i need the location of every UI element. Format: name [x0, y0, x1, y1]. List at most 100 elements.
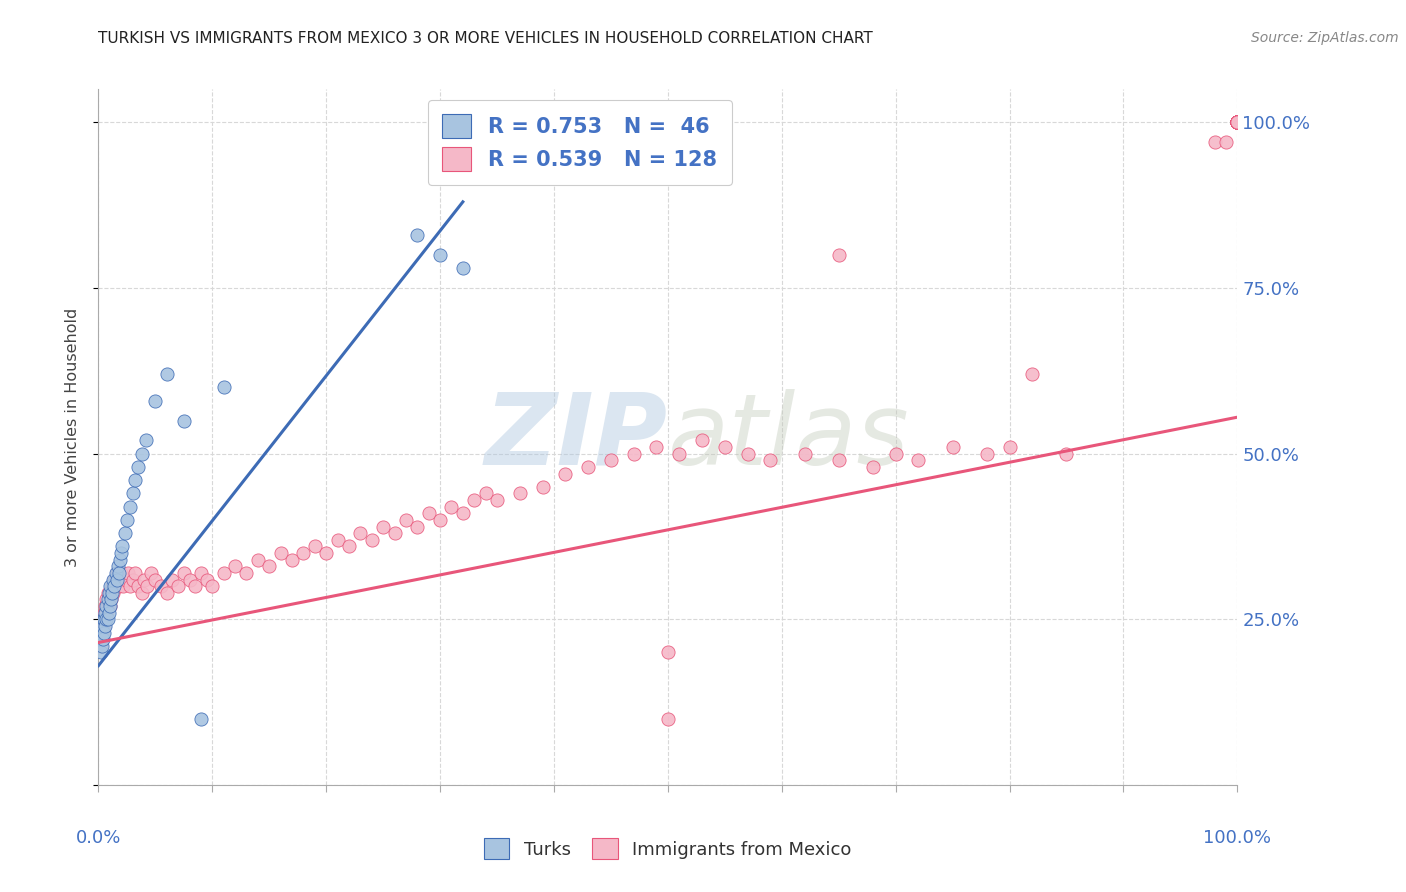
Point [1226, 115, 1249, 129]
Point [1226, 115, 1249, 129]
Point [668, 447, 690, 461]
Point [451, 506, 474, 520]
Point [1226, 115, 1249, 129]
Point [474, 486, 496, 500]
Point [115, 513, 138, 527]
Point [759, 453, 782, 467]
Point [93, 619, 115, 633]
Point [1226, 115, 1249, 129]
Point [91, 632, 114, 647]
Point [190, 566, 212, 580]
Point [690, 434, 713, 448]
Text: atlas: atlas [668, 389, 910, 485]
Point [235, 566, 257, 580]
Point [1226, 115, 1249, 129]
Point [105, 573, 128, 587]
Y-axis label: 3 or more Vehicles in Household: 3 or more Vehicles in Household [65, 308, 80, 566]
Point [145, 393, 167, 408]
Point [942, 440, 965, 454]
Point [418, 506, 440, 520]
Point [1226, 115, 1249, 129]
Point [120, 500, 142, 514]
Point [224, 559, 246, 574]
Point [97, 586, 120, 600]
Point [645, 440, 668, 454]
Point [184, 579, 207, 593]
Text: 100.0%: 100.0% [1204, 830, 1271, 847]
Point [124, 473, 146, 487]
Point [124, 566, 146, 580]
Point [1226, 115, 1249, 129]
Point [1226, 115, 1249, 129]
Point [1226, 115, 1249, 129]
Point [98, 579, 121, 593]
Point [315, 546, 337, 560]
Point [97, 592, 120, 607]
Point [162, 573, 184, 587]
Point [112, 579, 135, 593]
Point [828, 453, 851, 467]
Point [117, 566, 139, 580]
Text: TURKISH VS IMMIGRANTS FROM MEXICO 3 OR MORE VEHICLES IN HOUSEHOLD CORRELATION CH: TURKISH VS IMMIGRANTS FROM MEXICO 3 OR M… [98, 31, 873, 46]
Point [121, 486, 143, 500]
Point [429, 248, 451, 262]
Point [136, 579, 159, 593]
Point [111, 540, 134, 554]
Point [1226, 115, 1249, 129]
Point [98, 586, 121, 600]
Point [107, 559, 129, 574]
Point [91, 612, 114, 626]
Point [884, 447, 907, 461]
Point [132, 573, 155, 587]
Point [104, 566, 127, 580]
Point [212, 566, 235, 580]
Point [131, 586, 153, 600]
Point [93, 625, 115, 640]
Point [1226, 115, 1249, 129]
Point [406, 519, 429, 533]
Point [1021, 367, 1043, 381]
Point [657, 645, 679, 659]
Point [429, 513, 451, 527]
Point [91, 612, 114, 626]
Point [600, 453, 623, 467]
Point [1204, 135, 1226, 149]
Point [246, 552, 269, 566]
Point [395, 513, 418, 527]
Point [101, 579, 124, 593]
Point [98, 599, 121, 613]
Point [91, 625, 114, 640]
Point [292, 546, 315, 560]
Point [131, 447, 153, 461]
Point [1226, 115, 1249, 129]
Point [108, 566, 131, 580]
Point [440, 500, 463, 514]
Point [371, 519, 394, 533]
Point [737, 447, 759, 461]
Point [384, 526, 406, 541]
Point [121, 573, 143, 587]
Point [135, 434, 157, 448]
Point [976, 447, 998, 461]
Point [100, 592, 122, 607]
Point [96, 612, 118, 626]
Point [120, 579, 142, 593]
Point [90, 639, 112, 653]
Point [1226, 115, 1249, 129]
Point [1226, 115, 1249, 129]
Point [623, 447, 645, 461]
Legend: Turks, Immigrants from Mexico: Turks, Immigrants from Mexico [477, 831, 859, 866]
Point [98, 599, 121, 613]
Point [150, 579, 173, 593]
Point [96, 612, 118, 626]
Point [94, 606, 117, 620]
Point [93, 606, 115, 620]
Point [509, 486, 531, 500]
Point [94, 612, 117, 626]
Point [103, 573, 125, 587]
Point [127, 579, 149, 593]
Point [96, 606, 118, 620]
Point [281, 552, 304, 566]
Point [451, 261, 474, 276]
Point [96, 599, 118, 613]
